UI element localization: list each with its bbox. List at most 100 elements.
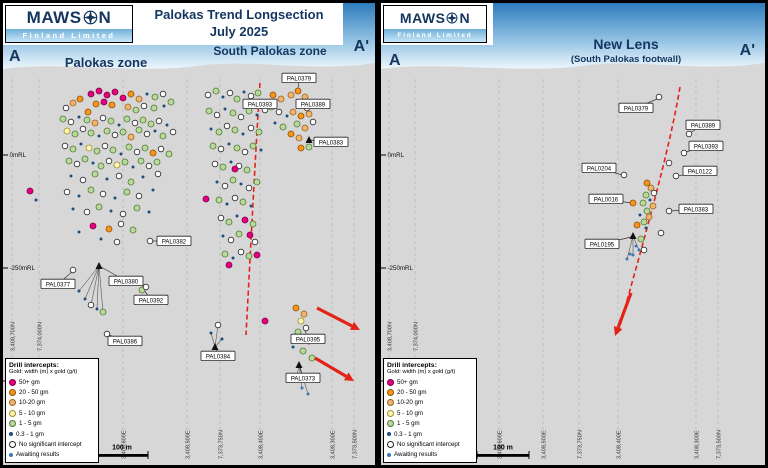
drill-intercept-point — [212, 87, 220, 95]
drill-intercept-point — [628, 252, 632, 256]
drill-intercept-point — [253, 251, 261, 259]
drill-intercept-point — [124, 103, 132, 111]
legend-item-label: No significant intercept — [19, 440, 82, 448]
drill-intercept-point — [297, 112, 305, 120]
drill-hole-label: PAL0195 — [590, 242, 615, 248]
drill-intercept-point — [97, 162, 105, 170]
drill-hole-label: PAL0383 — [319, 140, 344, 146]
drill-intercept-point — [640, 218, 648, 226]
mawson-logo: MAWS N Finland Limited — [383, 5, 487, 43]
drill-intercept-point — [233, 144, 241, 152]
drill-intercept-point — [305, 110, 313, 118]
drill-intercept-point — [147, 210, 151, 214]
drill-intercept-point — [220, 337, 224, 341]
drill-intercept-point — [165, 150, 173, 158]
drill-intercept-point — [73, 160, 81, 168]
legend-item: 50+ gm — [9, 377, 95, 387]
drill-intercept-point — [301, 124, 309, 132]
elevation-label: -250mRL — [388, 265, 414, 272]
drill-intercept-point — [103, 127, 111, 135]
drill-intercept-point — [34, 198, 38, 202]
legend-item: 0.3 - 1 gm — [9, 429, 95, 439]
legend-items: 50+ gm 20 - 50 gm 10-20 gm 5 - 10 gm 1 - 5 g… — [387, 377, 473, 460]
scale-bar — [96, 454, 148, 457]
drill-intercept-point — [643, 207, 651, 215]
drill-intercept-point — [127, 133, 135, 141]
drill-intercept-point — [95, 87, 103, 95]
elevation-label: 0mRL — [388, 152, 405, 159]
drill-intercept-point — [229, 176, 237, 184]
drill-intercept-point — [141, 144, 149, 152]
drill-intercept-point — [151, 188, 155, 192]
drill-hole-label: PAL0384 — [206, 354, 231, 360]
section-marker: A' — [740, 42, 755, 59]
drill-intercept-point — [99, 237, 103, 241]
compass-rose-icon — [82, 10, 98, 25]
logo-text-suffix: N — [459, 9, 471, 26]
drill-hole-label-box — [688, 140, 724, 151]
drill-intercept-point — [221, 95, 225, 99]
drill-intercept-point — [306, 392, 310, 396]
legend-symbol-m — [9, 378, 16, 386]
drill-intercept-point — [227, 142, 231, 146]
drill-trace-line — [78, 265, 100, 292]
drill-intercept-point — [154, 170, 162, 178]
drill-intercept-point — [141, 175, 145, 179]
drill-intercept-point — [146, 237, 154, 245]
legend-item-label: 5 - 10 gm — [19, 409, 46, 417]
drill-intercept-point — [215, 128, 223, 136]
drill-intercept-point — [69, 99, 77, 107]
drill-intercept-point — [209, 331, 213, 335]
legend-title: Drill intercepts: — [387, 361, 437, 369]
legend-symbol-t — [387, 399, 394, 407]
logo-text-prefix: MAWS — [399, 9, 446, 26]
drill-intercept-point — [245, 184, 253, 192]
trend-arrow-head — [349, 321, 360, 330]
legend-item: 1 - 5 gm — [387, 418, 473, 428]
drill-intercept-point — [227, 236, 235, 244]
drill-intercept-point — [117, 220, 125, 228]
drill-intercept-point — [221, 250, 229, 258]
trend-arrow — [316, 306, 353, 328]
legend-item-label: 20 - 50 gm — [397, 388, 427, 396]
drill-intercept-point — [103, 91, 111, 99]
legend-item-label: 10-20 gm — [397, 399, 424, 407]
drill-intercept-point — [93, 147, 101, 155]
legend-symbol-y — [9, 409, 16, 417]
drill-hole-label: PAL0393 — [694, 144, 719, 150]
legend-item: 20 - 50 gm — [387, 387, 473, 397]
drill-hole-label: PAL0016 — [594, 197, 619, 203]
drill-intercept-point — [117, 123, 121, 127]
drill-intercept-point — [229, 109, 237, 117]
drill-intercept-point — [625, 257, 629, 261]
drill-intercept-point — [269, 91, 277, 99]
legend-right: Drill intercepts: Gold: width (m) x gold… — [383, 357, 477, 463]
drill-intercept-point — [65, 157, 73, 165]
legend-item-label: Awaiting results — [16, 451, 60, 459]
elevation-label: -250mRL — [10, 265, 36, 272]
drill-intercept-point — [169, 128, 177, 136]
drill-intercept-point — [140, 102, 148, 110]
drill-intercept-point — [665, 207, 673, 215]
drill-intercept-point — [209, 142, 217, 150]
drill-intercept-point — [137, 157, 145, 165]
drill-hole-label-box — [313, 136, 349, 147]
mawson-wordmark: MAWS N — [384, 6, 486, 29]
legend-items: 50+ gm 20 - 50 gm 10-20 gm 5 - 10 gm 1 - 5 g… — [9, 377, 95, 460]
legend-left: Drill intercepts: Gold: width (m) x gold… — [5, 357, 99, 463]
drill-intercept-point — [204, 91, 212, 99]
drill-intercept-point — [275, 108, 283, 116]
drill-intercept-point — [150, 104, 158, 112]
logo-text-prefix: MAWS — [26, 7, 82, 27]
legend-item-label: 1 - 5 gm — [397, 420, 420, 428]
legend-item: Awaiting results — [387, 450, 473, 460]
drill-intercept-point — [91, 161, 95, 165]
legend-symbol-o — [9, 388, 16, 396]
drill-hole-label-box — [108, 275, 144, 287]
drill-intercept-point — [287, 130, 295, 138]
drill-intercept-point — [223, 122, 231, 130]
drill-intercept-point — [294, 87, 302, 95]
drill-intercept-point — [123, 115, 131, 123]
drill-intercept-point — [225, 202, 229, 206]
drill-intercept-point — [643, 179, 651, 187]
